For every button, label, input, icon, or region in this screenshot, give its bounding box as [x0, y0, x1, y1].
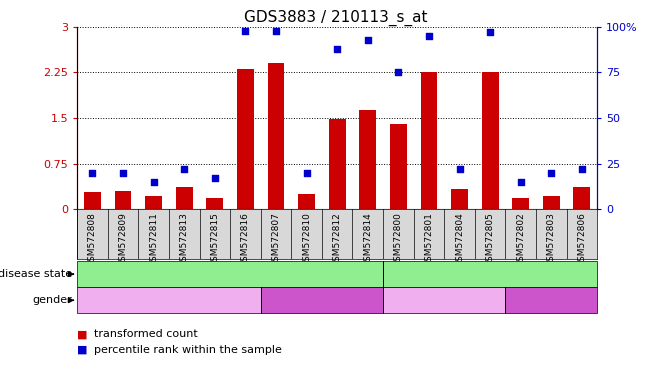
Bar — [268, 63, 285, 209]
Text: GSM572808: GSM572808 — [88, 212, 97, 266]
Point — [270, 28, 281, 34]
Text: transformed count: transformed count — [94, 329, 198, 339]
Point — [209, 175, 220, 181]
Text: GSM572813: GSM572813 — [180, 212, 189, 266]
Bar — [574, 187, 590, 209]
Text: GSM572805: GSM572805 — [486, 212, 495, 266]
Bar — [543, 196, 560, 209]
Point — [117, 170, 128, 176]
Text: GDS3883 / 210113_s_at: GDS3883 / 210113_s_at — [244, 10, 427, 26]
Bar — [421, 73, 437, 209]
Bar — [115, 191, 132, 209]
Point — [546, 170, 557, 176]
Bar — [298, 194, 315, 209]
Text: disease state: disease state — [0, 269, 72, 279]
Point — [148, 179, 159, 185]
Bar — [390, 124, 407, 209]
Bar — [145, 196, 162, 209]
Text: type 2 diabetes: type 2 diabetes — [187, 269, 274, 279]
Text: normal glucose tolerance: normal glucose tolerance — [419, 269, 561, 279]
Point — [515, 179, 526, 185]
Point — [179, 166, 190, 172]
Text: ■: ■ — [77, 345, 88, 355]
Point — [484, 29, 495, 35]
Bar — [329, 119, 346, 209]
Text: percentile rank within the sample: percentile rank within the sample — [94, 345, 282, 355]
Point — [423, 33, 434, 39]
Bar — [207, 199, 223, 209]
Text: male: male — [430, 295, 458, 305]
Point — [240, 28, 251, 34]
Bar — [360, 110, 376, 209]
Point — [576, 166, 587, 172]
Text: GSM572815: GSM572815 — [210, 212, 219, 266]
Point — [362, 36, 373, 43]
Text: GSM572810: GSM572810 — [302, 212, 311, 266]
Text: GSM572811: GSM572811 — [149, 212, 158, 266]
Text: GSM572806: GSM572806 — [577, 212, 586, 266]
Bar — [176, 187, 193, 209]
Text: male: male — [155, 295, 183, 305]
Bar — [84, 192, 101, 209]
Text: ■: ■ — [77, 329, 88, 339]
Text: GSM572803: GSM572803 — [547, 212, 556, 266]
Bar — [512, 199, 529, 209]
Bar — [237, 70, 254, 209]
Text: GSM572809: GSM572809 — [119, 212, 127, 266]
Text: GSM572814: GSM572814 — [363, 212, 372, 266]
Point — [393, 70, 404, 76]
Text: GSM572816: GSM572816 — [241, 212, 250, 266]
Text: GSM572800: GSM572800 — [394, 212, 403, 266]
Point — [87, 170, 98, 176]
Text: GSM572812: GSM572812 — [333, 212, 342, 266]
Text: GSM572807: GSM572807 — [272, 212, 280, 266]
Text: gender: gender — [33, 295, 72, 305]
Bar — [482, 73, 499, 209]
Point — [332, 46, 343, 52]
Bar — [451, 189, 468, 209]
Text: GSM572801: GSM572801 — [425, 212, 433, 266]
Text: female: female — [303, 295, 341, 305]
Text: female: female — [532, 295, 570, 305]
Point — [301, 170, 312, 176]
Text: GSM572804: GSM572804 — [455, 212, 464, 266]
Text: GSM572802: GSM572802 — [516, 212, 525, 266]
Point — [454, 166, 465, 172]
